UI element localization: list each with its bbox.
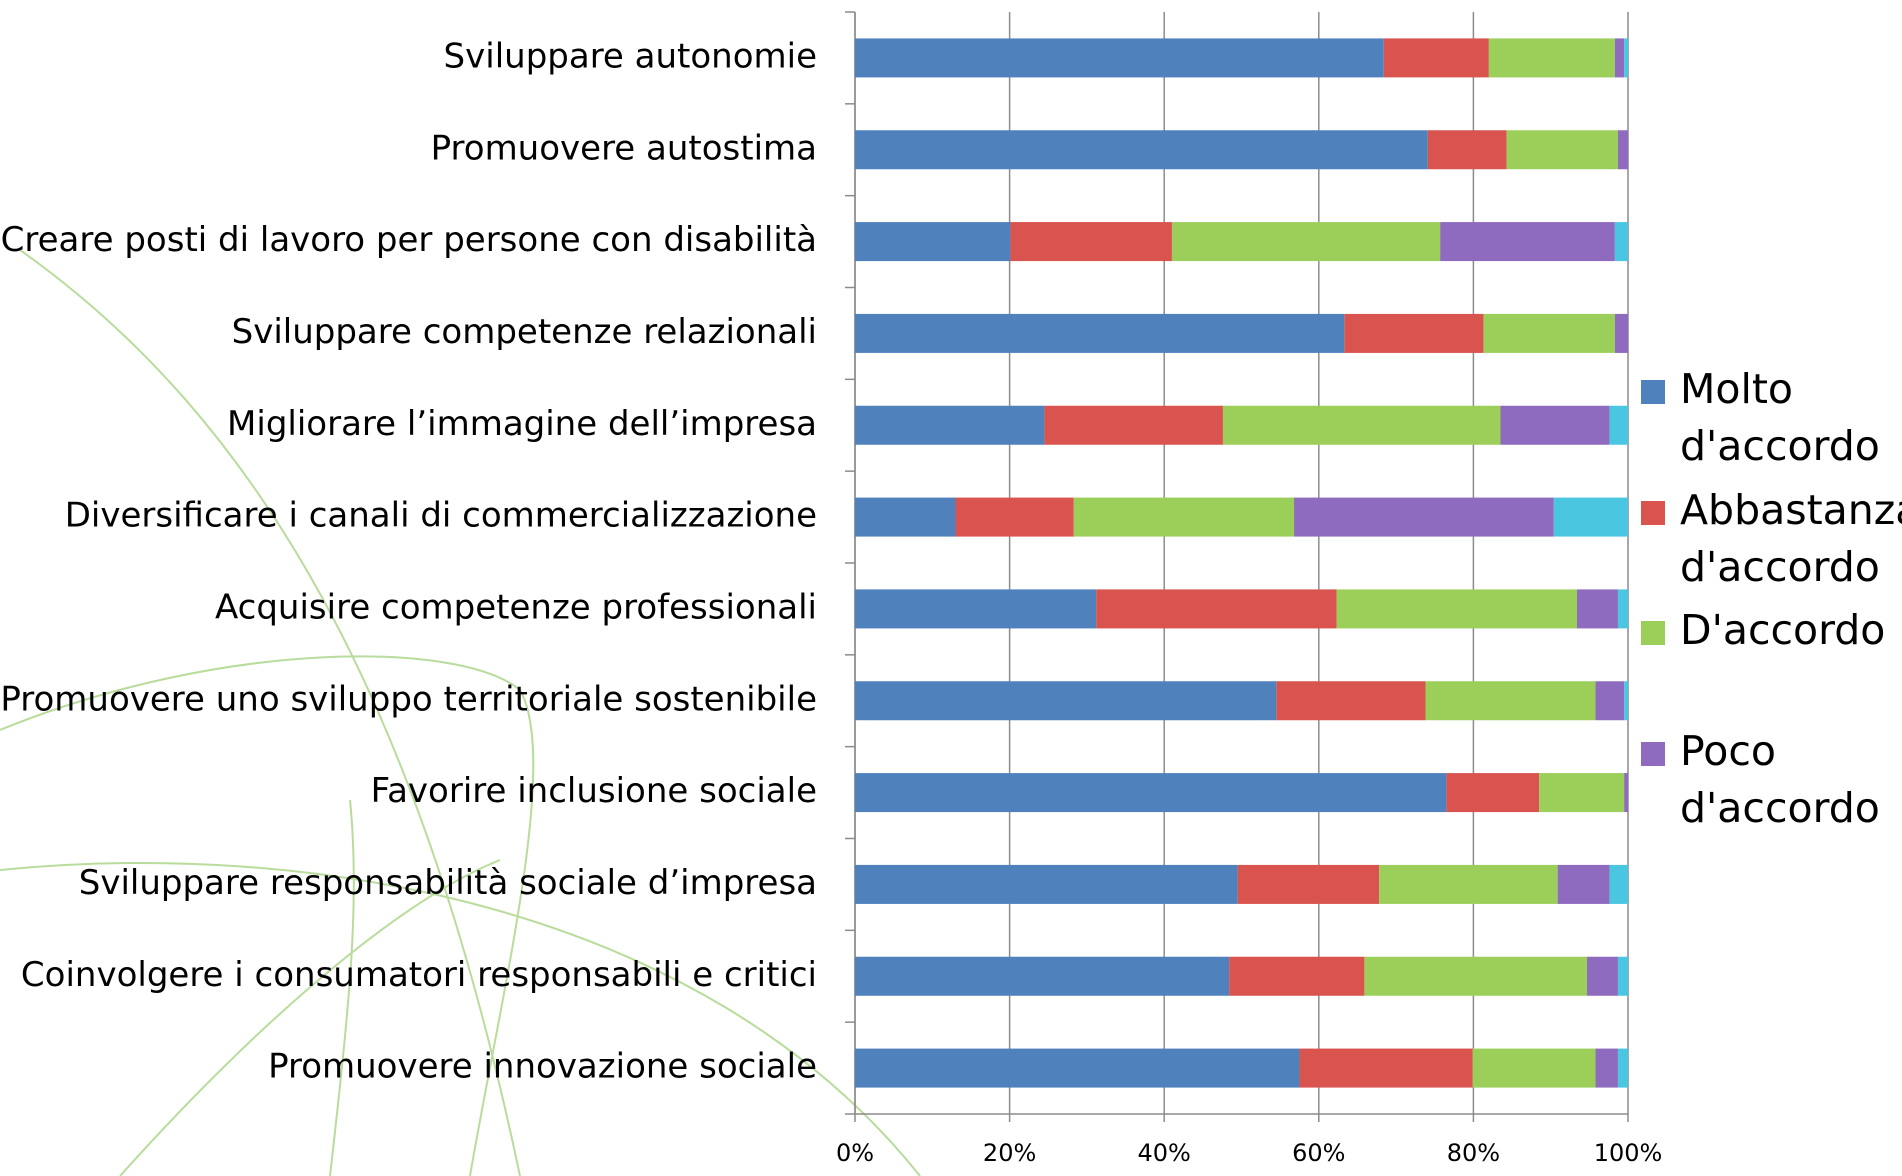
bar-segment (1294, 498, 1554, 537)
bar-segment (1044, 406, 1223, 445)
bar-segment (1483, 314, 1614, 353)
bar-segment (1489, 38, 1615, 77)
bar-segment (855, 865, 1238, 904)
x-tick-label: 0% (836, 1139, 874, 1167)
bar-segment (1364, 957, 1587, 996)
y-tick-label: Creare posti di lavoro per persone con d… (1, 220, 817, 260)
bar-segment (1618, 589, 1628, 628)
legend-label: D'accordo (1680, 606, 1885, 654)
legend-swatch (1641, 742, 1665, 766)
bar-segment (1238, 865, 1379, 904)
bar-segment (1446, 773, 1539, 812)
x-tick-label: 40% (1138, 1139, 1191, 1167)
bar-segment (855, 957, 1229, 996)
bar-segment (1609, 865, 1628, 904)
bar-segment (1276, 681, 1425, 720)
bar-segment (855, 773, 1446, 812)
bar-segment (855, 498, 955, 537)
bar-segment (1615, 314, 1628, 353)
bar-segment (855, 681, 1276, 720)
x-tick-label: 60% (1292, 1139, 1345, 1167)
x-tick-label: 80% (1447, 1139, 1500, 1167)
y-tick-label: Favorire inclusione sociale (371, 771, 817, 811)
bar-segment (1624, 38, 1628, 77)
y-tick-label: Sviluppare autonomie (444, 36, 817, 76)
bar-segment (1223, 406, 1501, 445)
legend-swatch (1641, 621, 1665, 645)
y-tick-label: Sviluppare competenze relazionali (232, 312, 817, 352)
bar-segment (1596, 1049, 1618, 1088)
bar-segment (855, 406, 1044, 445)
bar-segment (1554, 498, 1628, 537)
y-tick-label: Diversificare i canali di commercializza… (65, 496, 817, 536)
y-tick-label: Sviluppare responsabilità sociale d’impr… (79, 863, 817, 903)
bar-segment (1615, 222, 1628, 261)
bar-segment (1624, 773, 1628, 812)
bar-segment (1379, 865, 1558, 904)
legend-swatch (1641, 380, 1665, 404)
bar-segment (855, 1049, 1299, 1088)
y-tick-label: Coinvolgere i consumatori responsabili e… (21, 955, 817, 995)
y-tick-label: Promuovere innovazione sociale (268, 1047, 817, 1087)
bar-segment (1624, 681, 1628, 720)
chart: 0% 20% 40% 60% 80% 100% Sviluppare autonomie Pr… (0, 0, 1902, 1176)
bar-segment (1618, 1049, 1628, 1088)
bar-segment (1344, 314, 1483, 353)
y-tick-label: Migliorare l’immagine dell’impresa (227, 404, 817, 444)
bar-segment (1558, 865, 1610, 904)
x-tick-label: 100% (1594, 1139, 1663, 1167)
bar-segment (1299, 1049, 1472, 1088)
bar-segment (1609, 406, 1628, 445)
bar-segment (1615, 38, 1624, 77)
y-tick-label: Promuovere autostima (431, 128, 817, 168)
bar-segment (1618, 130, 1628, 169)
bar-segment (1577, 589, 1618, 628)
bar-segment (1500, 406, 1609, 445)
bar-segment (1425, 681, 1595, 720)
x-tick-label: 20% (983, 1139, 1036, 1167)
bar-segment (1384, 38, 1489, 77)
y-tick-label: Acquisire competenze professionali (215, 587, 817, 627)
bar-segment (1473, 1049, 1596, 1088)
legend-swatch (1641, 501, 1665, 525)
bar-segment (855, 130, 1428, 169)
bar-segment (1074, 498, 1294, 537)
bar-segment (1337, 589, 1577, 628)
bar-segment (1440, 222, 1615, 261)
bar-segment (1587, 957, 1618, 996)
bar-segment (955, 498, 1073, 537)
bar-segment (1618, 957, 1628, 996)
bar-segment (1507, 130, 1618, 169)
bar-segment (1010, 222, 1172, 261)
bar-segment (1229, 957, 1364, 996)
bar-segment (1096, 589, 1336, 628)
bar-segment (1539, 773, 1624, 812)
bar-segment (1596, 681, 1625, 720)
bar-segment (1172, 222, 1440, 261)
bar-segment (855, 314, 1344, 353)
bar-segment (855, 38, 1384, 77)
bar-segment (1428, 130, 1507, 169)
bar-segment (855, 589, 1096, 628)
y-tick-label: Promuovere uno sviluppo territoriale sos… (0, 679, 817, 719)
bar-segment (855, 222, 1010, 261)
